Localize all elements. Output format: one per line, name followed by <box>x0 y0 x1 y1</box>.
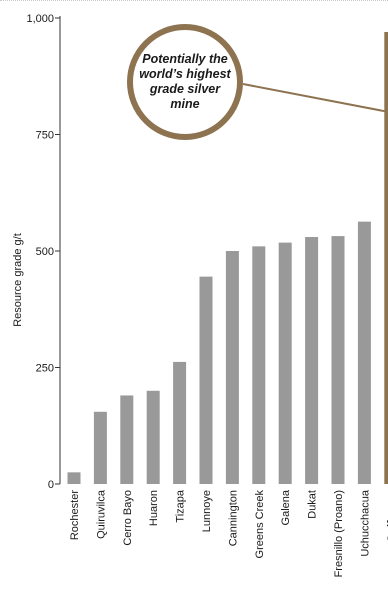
y-tick-label: 0 <box>48 479 54 491</box>
bar <box>278 242 292 484</box>
x-category-label: Greens Creek <box>254 490 266 559</box>
x-category-label: Quiruvilca <box>95 489 107 539</box>
y-tick-label: 1,000 <box>26 13 54 25</box>
bar <box>252 246 266 484</box>
x-category-label: Tizapa <box>175 489 187 522</box>
x-category-label: Rochester <box>69 490 81 540</box>
bar <box>225 251 239 484</box>
x-category-label: Uchucchacua <box>359 489 371 557</box>
bar <box>67 472 81 484</box>
bar <box>305 237 319 484</box>
annotation-text: Potentially the world’s highest grade si… <box>139 52 231 111</box>
x-category-label: Dukat <box>307 490 319 519</box>
bar-highlight <box>384 31 388 484</box>
y-tick-label: 750 <box>36 130 54 142</box>
bar <box>173 361 187 484</box>
bar <box>199 276 213 484</box>
bar <box>93 411 107 484</box>
top-dotted-border <box>0 0 388 1</box>
x-category-label: Golfsovye <box>386 490 388 543</box>
x-category-label: Cerro Bayo <box>122 490 134 546</box>
x-category-label: Huaron <box>148 490 160 526</box>
x-category-label: Lunnoye <box>201 490 213 532</box>
bar <box>146 390 160 484</box>
x-category-label: Fresnillo (Proano) <box>333 490 345 577</box>
bar <box>331 236 345 484</box>
x-category-label: Cannington <box>227 490 239 546</box>
y-axis-label: Resource grade g/t <box>12 233 24 327</box>
bar <box>357 221 371 484</box>
annotation-leader-line <box>242 83 388 113</box>
y-tick-label: 250 <box>36 363 54 375</box>
bar <box>120 395 134 484</box>
annotation-callout: Potentially the world’s highest grade si… <box>127 24 243 140</box>
x-category-label: Galena <box>280 489 292 525</box>
y-tick-label: 500 <box>36 246 54 258</box>
